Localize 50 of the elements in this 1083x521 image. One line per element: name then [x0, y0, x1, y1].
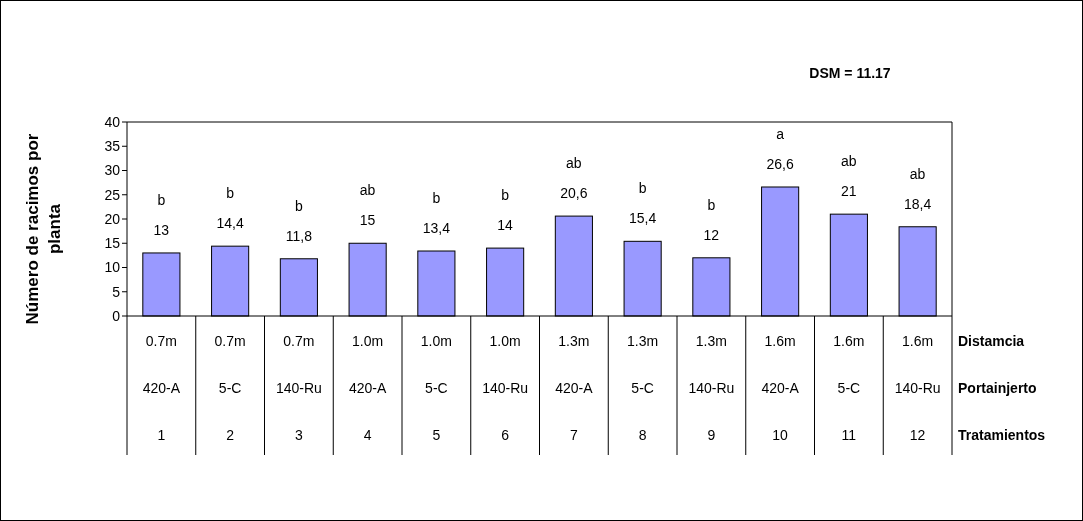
annotation: b [707, 196, 716, 213]
annotation: ab [359, 182, 376, 199]
category-label: 1.6m 5-C 11 [833, 333, 865, 443]
category-label: 1.6m 140-Ru 12 [894, 333, 941, 443]
category-label: 1.3m 420-A 7 [555, 333, 593, 443]
y-tick-label: 10 [104, 259, 121, 276]
text: Portainjerto [958, 380, 1037, 396]
annotation: ab [566, 155, 582, 172]
data-label: 18,4 [904, 195, 932, 212]
annotation: ab [841, 153, 857, 170]
y-tick-label: 35 [104, 138, 121, 155]
annotation: b [501, 187, 510, 204]
annotation: b [157, 191, 166, 208]
data-label: 14 [497, 217, 514, 234]
annotation: a [776, 125, 785, 142]
data-label: 13,4 [422, 220, 451, 237]
annotation: b [226, 185, 235, 202]
category-label: 1.6m 420-A 10 [761, 333, 799, 443]
y-tick-label: 15 [104, 235, 121, 252]
annotation: b [638, 180, 647, 197]
y-tick-label: 40 [104, 113, 121, 130]
y-tick-label: 20 [104, 210, 121, 227]
text: Distamcia [958, 333, 1025, 349]
data-label: 15 [359, 212, 376, 229]
category-label: 0.7m 5-C 2 [214, 333, 246, 443]
category-label: 1.0m 5-C 5 [420, 333, 452, 443]
y-axis-title: Número de racimos por planta [23, 133, 64, 325]
annotation: b [432, 190, 441, 207]
category-label: 0.7m 140-Ru 3 [275, 333, 322, 443]
y-tick-label: 25 [104, 186, 121, 203]
data-label: 12 [703, 226, 720, 243]
category-label: 0.7m 420-A 1 [142, 333, 181, 443]
data-label: 21 [841, 183, 857, 200]
data-label: 26,6 [766, 155, 794, 172]
category-label: 1.0m 140-Ru 6 [482, 333, 529, 443]
y-tick-label: 30 [104, 162, 121, 179]
annotation: ab [909, 165, 926, 182]
category-label: 1.3m 140-Ru 9 [688, 333, 735, 443]
data-label: 20,6 [560, 185, 588, 202]
y-tick-label: 0 [112, 307, 121, 324]
data-label: 11,8 [285, 227, 313, 244]
category-label: 1.3m 5-C 8 [627, 333, 659, 443]
y-tick-label: 5 [112, 283, 121, 300]
data-label: 14,4 [216, 215, 244, 232]
data-label: 15,4 [629, 210, 657, 227]
data-label: 13 [153, 221, 170, 238]
annotation: b [294, 197, 303, 214]
category-label: 1.0m 420-A 4 [348, 333, 387, 443]
text: DSM = 11.17 [809, 65, 891, 81]
text: Tratamientos [958, 427, 1046, 443]
